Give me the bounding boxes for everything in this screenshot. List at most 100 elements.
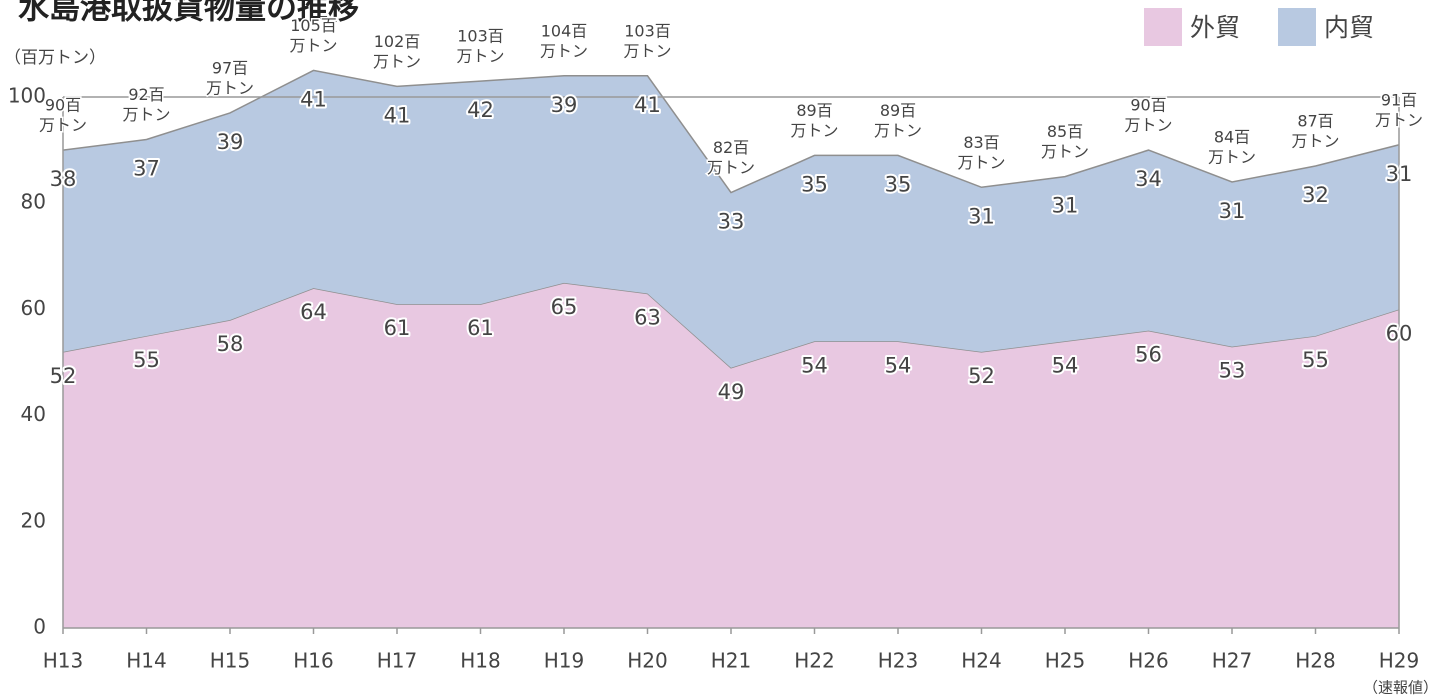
value-label: 49	[718, 380, 745, 404]
legend-label: 外貿	[1190, 13, 1240, 42]
x-tick-label: H23	[878, 649, 919, 673]
y-tick-label: 100	[8, 84, 46, 108]
value-label: 58	[217, 332, 244, 356]
y-tick-label: 60	[21, 296, 46, 320]
total-label: 万トン	[1208, 147, 1256, 166]
total-label: 90百	[1130, 96, 1166, 115]
total-label: 万トン	[1291, 132, 1339, 151]
value-label: 34	[1135, 167, 1162, 191]
area-edge	[62, 69, 1400, 194]
total-label: 万トン	[623, 41, 671, 60]
x-tick-label: H19	[544, 649, 585, 673]
x-tick-label: H21	[711, 649, 752, 673]
x-tick-label: H22	[794, 649, 835, 673]
total-label: 85百	[1047, 122, 1083, 141]
value-label: 63	[634, 305, 661, 329]
value-label: 64	[300, 300, 327, 324]
value-label: 31	[1052, 194, 1079, 218]
total-label: 万トン	[707, 158, 755, 177]
total-label: 万トン	[790, 121, 838, 140]
area	[63, 282, 1399, 628]
y-tick-label: 80	[21, 190, 46, 214]
total-label: 89百	[880, 101, 916, 120]
value-label: 38	[50, 167, 77, 191]
y-tick-label: 40	[21, 402, 46, 426]
total-label: 万トン	[39, 116, 87, 135]
x-tick-label: H20	[627, 649, 668, 673]
legend-swatch	[1278, 8, 1316, 46]
value-label: 54	[801, 353, 828, 377]
total-label: 92百	[128, 85, 164, 104]
value-label: 31	[968, 204, 995, 228]
total-label: 万トン	[456, 47, 504, 66]
total-label: 97百	[212, 58, 248, 77]
total-label: 万トン	[1124, 116, 1172, 135]
x-tick-label: H17	[377, 649, 418, 673]
total-label: 105百	[290, 16, 337, 35]
value-label: 61	[384, 316, 411, 340]
total-label: 万トン	[1375, 110, 1423, 129]
total-label: 91百	[1381, 90, 1417, 109]
total-label: 102百	[374, 32, 421, 51]
value-label: 39	[551, 93, 578, 117]
value-label: 52	[50, 364, 77, 388]
total-label: 万トン	[373, 52, 421, 71]
x-tick-label: H18	[460, 649, 501, 673]
total-label: 87百	[1297, 112, 1333, 131]
total-label: 82百	[713, 138, 749, 157]
x-tick-label: H16	[293, 649, 334, 673]
value-label: 31	[1219, 199, 1246, 223]
total-label: 万トン	[122, 105, 170, 124]
value-label: 60	[1386, 321, 1413, 345]
x-tick-label: H27	[1212, 649, 1253, 673]
total-label: 103百	[624, 21, 671, 40]
x-tick-label: H26	[1128, 649, 1169, 673]
y-tick-label: 20	[21, 508, 46, 532]
value-label: 42	[467, 98, 494, 122]
total-label: 84百	[1214, 127, 1250, 146]
value-label: 61	[467, 316, 494, 340]
x-tick-label: H14	[126, 649, 167, 673]
x-tick-label: H13	[43, 649, 84, 673]
value-label: 35	[885, 172, 912, 196]
value-label: 55	[1302, 348, 1329, 372]
x-tick-label: H15	[210, 649, 251, 673]
value-label: 39	[217, 130, 244, 154]
value-label: 32	[1302, 183, 1329, 207]
value-label: 56	[1135, 343, 1162, 367]
value-label: 41	[634, 93, 661, 117]
total-label: 万トン	[206, 78, 254, 97]
value-label: 31	[1386, 162, 1413, 186]
note: （速報値）	[1363, 679, 1438, 697]
x-tick-label: H29	[1379, 649, 1420, 673]
value-label: 53	[1219, 359, 1246, 383]
total-label: 103百	[457, 27, 504, 46]
y-axis-label: （百万トン）	[4, 48, 106, 68]
x-tick-label: H28	[1295, 649, 1336, 673]
value-label: 41	[384, 103, 411, 127]
value-label: 33	[718, 210, 745, 234]
total-label: 83百	[963, 133, 999, 152]
total-label: 90百	[45, 96, 81, 115]
value-label: 54	[885, 353, 912, 377]
total-label: 104百	[541, 21, 588, 40]
total-label: 万トン	[957, 153, 1005, 172]
area	[63, 70, 1399, 368]
total-label: 万トン	[289, 36, 337, 55]
value-label: 65	[551, 295, 578, 319]
x-tick-label: H24	[961, 649, 1002, 673]
total-label: 万トン	[1041, 142, 1089, 161]
legend-swatch	[1144, 8, 1182, 46]
total-label: 万トン	[874, 121, 922, 140]
value-label: 52	[968, 364, 995, 388]
value-label: 54	[1052, 353, 1079, 377]
value-label: 35	[801, 172, 828, 196]
value-label: 55	[133, 348, 160, 372]
total-label: 万トン	[540, 41, 588, 60]
value-label: 41	[300, 87, 327, 111]
value-label: 37	[133, 156, 160, 180]
x-tick-label: H25	[1045, 649, 1086, 673]
legend-label: 内貿	[1324, 13, 1374, 42]
total-label: 89百	[796, 101, 832, 120]
